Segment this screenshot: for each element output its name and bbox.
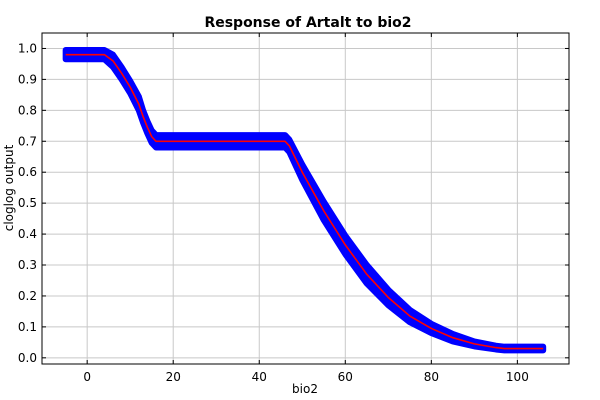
plot-frame (41, 32, 570, 365)
y-axis-ticks: 0.0 0.1 0.2 0.3 0.4 0.5 0.6 0.7 0.8 0.9 1.0 (18, 41, 569, 365)
x-tick-label: 20 (166, 370, 181, 384)
x-axis-label: bio2 (292, 382, 318, 396)
chart-title: Response of Artalt to bio2 (204, 15, 411, 31)
y-tick-label: 0.3 (18, 258, 37, 272)
x-tick-label: 100 (506, 370, 529, 384)
confidence-band-area (62, 47, 547, 354)
x-tick-label: 40 (252, 370, 267, 384)
confidence-band (62, 47, 547, 354)
y-tick-label: 0.9 (18, 72, 37, 86)
y-tick-label: 0.1 (18, 320, 37, 334)
x-tick-label: 0 (83, 370, 91, 384)
y-tick-label: 0.5 (18, 196, 37, 210)
y-tick-label: 0.8 (18, 103, 37, 117)
x-axis-ticks: 0 20 40 60 80 100 (83, 33, 529, 384)
mean-line (65, 53, 544, 350)
y-tick-label: 0.4 (18, 227, 37, 241)
x-tick-label: 60 (338, 370, 353, 384)
y-tick-label: 0.6 (18, 165, 37, 179)
x-tick-label: 80 (424, 370, 439, 384)
y-axis-label: cloglog output (2, 144, 16, 231)
y-tick-label: 1.0 (18, 41, 37, 55)
y-tick-label: 0.0 (18, 351, 37, 365)
y-tick-label: 0.2 (18, 289, 37, 303)
y-tick-label: 0.7 (18, 134, 37, 148)
mean-response-line (65, 53, 544, 350)
